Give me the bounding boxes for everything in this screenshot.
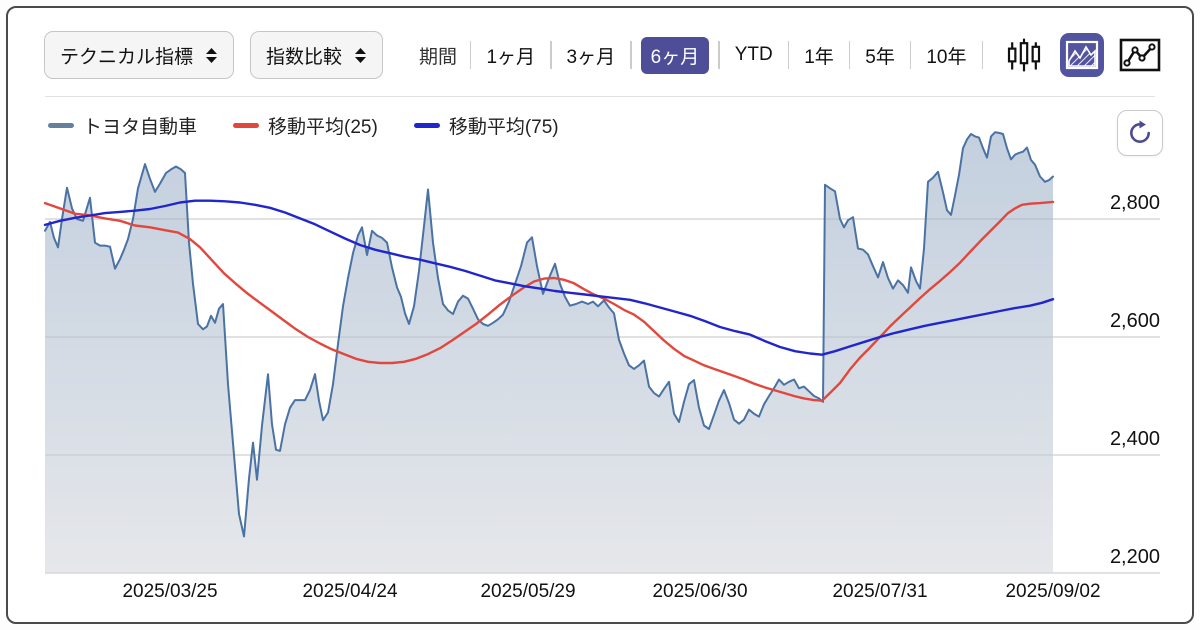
x-tick-2025/07/31: 2025/07/31 xyxy=(832,581,928,602)
toolbar-divider xyxy=(45,96,1155,97)
legend-label: 移動平均(25) xyxy=(268,117,378,138)
updown-arrows-icon xyxy=(355,47,367,63)
series-line-0 xyxy=(44,131,1054,538)
chart-legend: トヨタ自動車 移動平均(25) 移動平均(75) xyxy=(48,112,559,139)
period-label: 期間 xyxy=(418,46,457,68)
separator xyxy=(469,41,472,69)
x-tick-2025/06/30: 2025/06/30 xyxy=(652,581,748,602)
separator xyxy=(848,41,851,69)
index-compare-dropdown-label: 指数比較 xyxy=(266,46,343,68)
legend-label: 移動平均(75) xyxy=(448,117,559,138)
legend-item-2[interactable]: 移動平均(75) xyxy=(413,112,559,139)
period-option-3ヶ月[interactable]: 3ヶ月 xyxy=(566,46,616,68)
refresh-icon xyxy=(1130,120,1150,143)
separator xyxy=(550,41,552,69)
period-option-5年[interactable]: 5年 xyxy=(865,46,895,68)
period-selector: 期間 1ヶ月 3ヶ月 6ヶ月 YTD 1年 5年 10年 xyxy=(415,36,992,74)
separator xyxy=(630,41,632,69)
x-tick-2025/05/29: 2025/05/29 xyxy=(480,581,576,602)
period-option-YTD[interactable]: YTD xyxy=(734,44,773,65)
y-tick-2800: 2,800 xyxy=(1109,192,1160,214)
y-tick-2600: 2,600 xyxy=(1109,310,1160,332)
legend-item-1[interactable]: 移動平均(25) xyxy=(233,112,378,139)
chart-type-switcher xyxy=(1002,33,1162,77)
line-chart-icon[interactable] xyxy=(1118,33,1162,77)
updown-arrows-icon xyxy=(206,47,218,63)
period-option-1年[interactable]: 1年 xyxy=(804,46,834,68)
separator xyxy=(787,41,790,69)
toolbar: テクニカル指標 指数比較 期間 1ヶ月 3ヶ月 6ヶ月 YTD 1年 5年 10年 xyxy=(44,31,1162,79)
technical-indicator-dropdown-label: テクニカル指標 xyxy=(60,46,194,68)
area-chart-icon[interactable] xyxy=(1060,33,1104,77)
x-tick-2025/03/25: 2025/03/25 xyxy=(122,581,218,602)
series-line-1 xyxy=(43,200,1055,402)
legend-swatch xyxy=(233,123,260,128)
period-option-1ヶ月[interactable]: 1ヶ月 xyxy=(486,46,536,68)
separator xyxy=(718,41,720,69)
x-tick-2025/04/24: 2025/04/24 xyxy=(302,581,398,602)
legend-item-0[interactable]: トヨタ自動車 xyxy=(48,112,197,139)
technical-indicator-dropdown[interactable]: テクニカル指標 xyxy=(44,31,235,79)
index-compare-dropdown[interactable]: 指数比較 xyxy=(250,31,384,79)
legend-label: トヨタ自動車 xyxy=(83,117,198,138)
y-tick-2200: 2,200 xyxy=(1109,546,1160,568)
series-line-2 xyxy=(43,199,1055,356)
price-area-fill xyxy=(45,132,1053,574)
refresh-button[interactable] xyxy=(1117,110,1163,156)
legend-swatch xyxy=(48,123,74,128)
candlestick-chart-icon[interactable] xyxy=(1002,33,1046,77)
period-option-10年[interactable]: 10年 xyxy=(926,46,967,68)
y-tick-2400: 2,400 xyxy=(1109,428,1160,450)
legend-swatch xyxy=(413,123,440,128)
x-tick-2025/09/02: 2025/09/02 xyxy=(1005,581,1101,602)
separator xyxy=(981,41,983,69)
separator xyxy=(909,41,912,69)
period-option-6ヶ月[interactable]: 6ヶ月 xyxy=(640,36,710,74)
